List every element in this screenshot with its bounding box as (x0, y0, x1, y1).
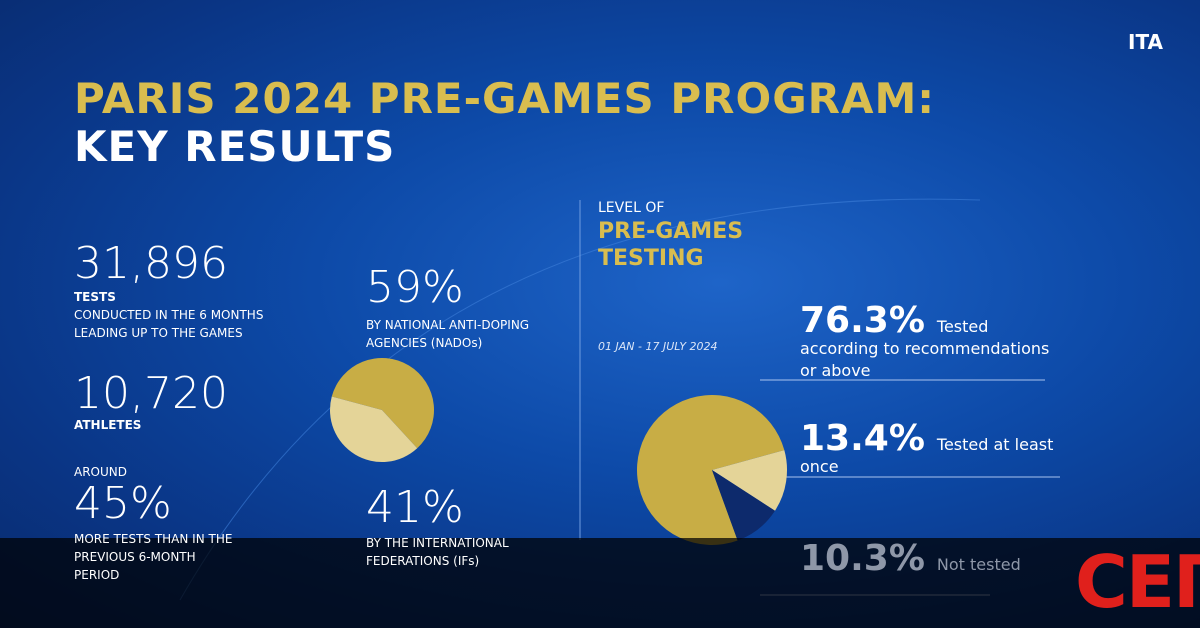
watermark: СЕГА (1075, 540, 1200, 624)
pie-slice (712, 470, 775, 541)
pie-slice (712, 450, 787, 511)
category-label: BY NATIONAL ANTI-DOPING AGENCIES (NADOs) (366, 318, 530, 350)
stat-desc: MORE TESTS THAN IN THE PREVIOUS 6-MONTH … (74, 532, 233, 582)
stat-value: 45% (74, 478, 172, 529)
overlay-band (0, 538, 1200, 628)
title: KEY RESULTS (74, 122, 396, 171)
stat-label: TESTS (74, 290, 116, 304)
title: PARIS 2024 PRE-GAMES PROGRAM: (74, 74, 936, 123)
pie-slice (636, 395, 785, 546)
logo: ITA (1128, 30, 1164, 54)
value-label: 10.3% (800, 538, 925, 579)
pie-slice (330, 396, 418, 463)
value-label: 41% (366, 482, 464, 533)
category-label: Tested at least once (800, 435, 1054, 476)
label-group: 13.4% Tested at least once (800, 421, 1080, 478)
chart-subtitle: PRE-GAMES TESTING (598, 219, 744, 271)
category-label: Tested according to recommendations or a… (800, 317, 1050, 380)
chart-title: LEVEL OF (598, 200, 665, 216)
label-group: 10.3% Not tested (800, 541, 1040, 577)
stat-value: 31,896 (74, 238, 228, 289)
stat-desc: CONDUCTED IN THE 6 MONTHS LEADING UP TO … (74, 308, 264, 340)
category-label: BY THE INTERNATIONAL FEDERATIONS (IFs) (366, 536, 509, 568)
label-group: 76.3% Tested according to recommendations… (800, 303, 1060, 382)
value-label: 76.3% (800, 300, 925, 341)
value-label: 59% (366, 262, 464, 313)
category-label: Not tested (936, 555, 1021, 574)
stat-value: 10,720 (74, 368, 228, 419)
value-label: 13.4% (800, 418, 925, 459)
stat-label: ATHLETES (74, 418, 142, 432)
pie-slice (331, 358, 434, 449)
stat-prefix: AROUND (74, 465, 127, 479)
date: 01 JAN - 17 JULY 2024 (598, 340, 718, 353)
